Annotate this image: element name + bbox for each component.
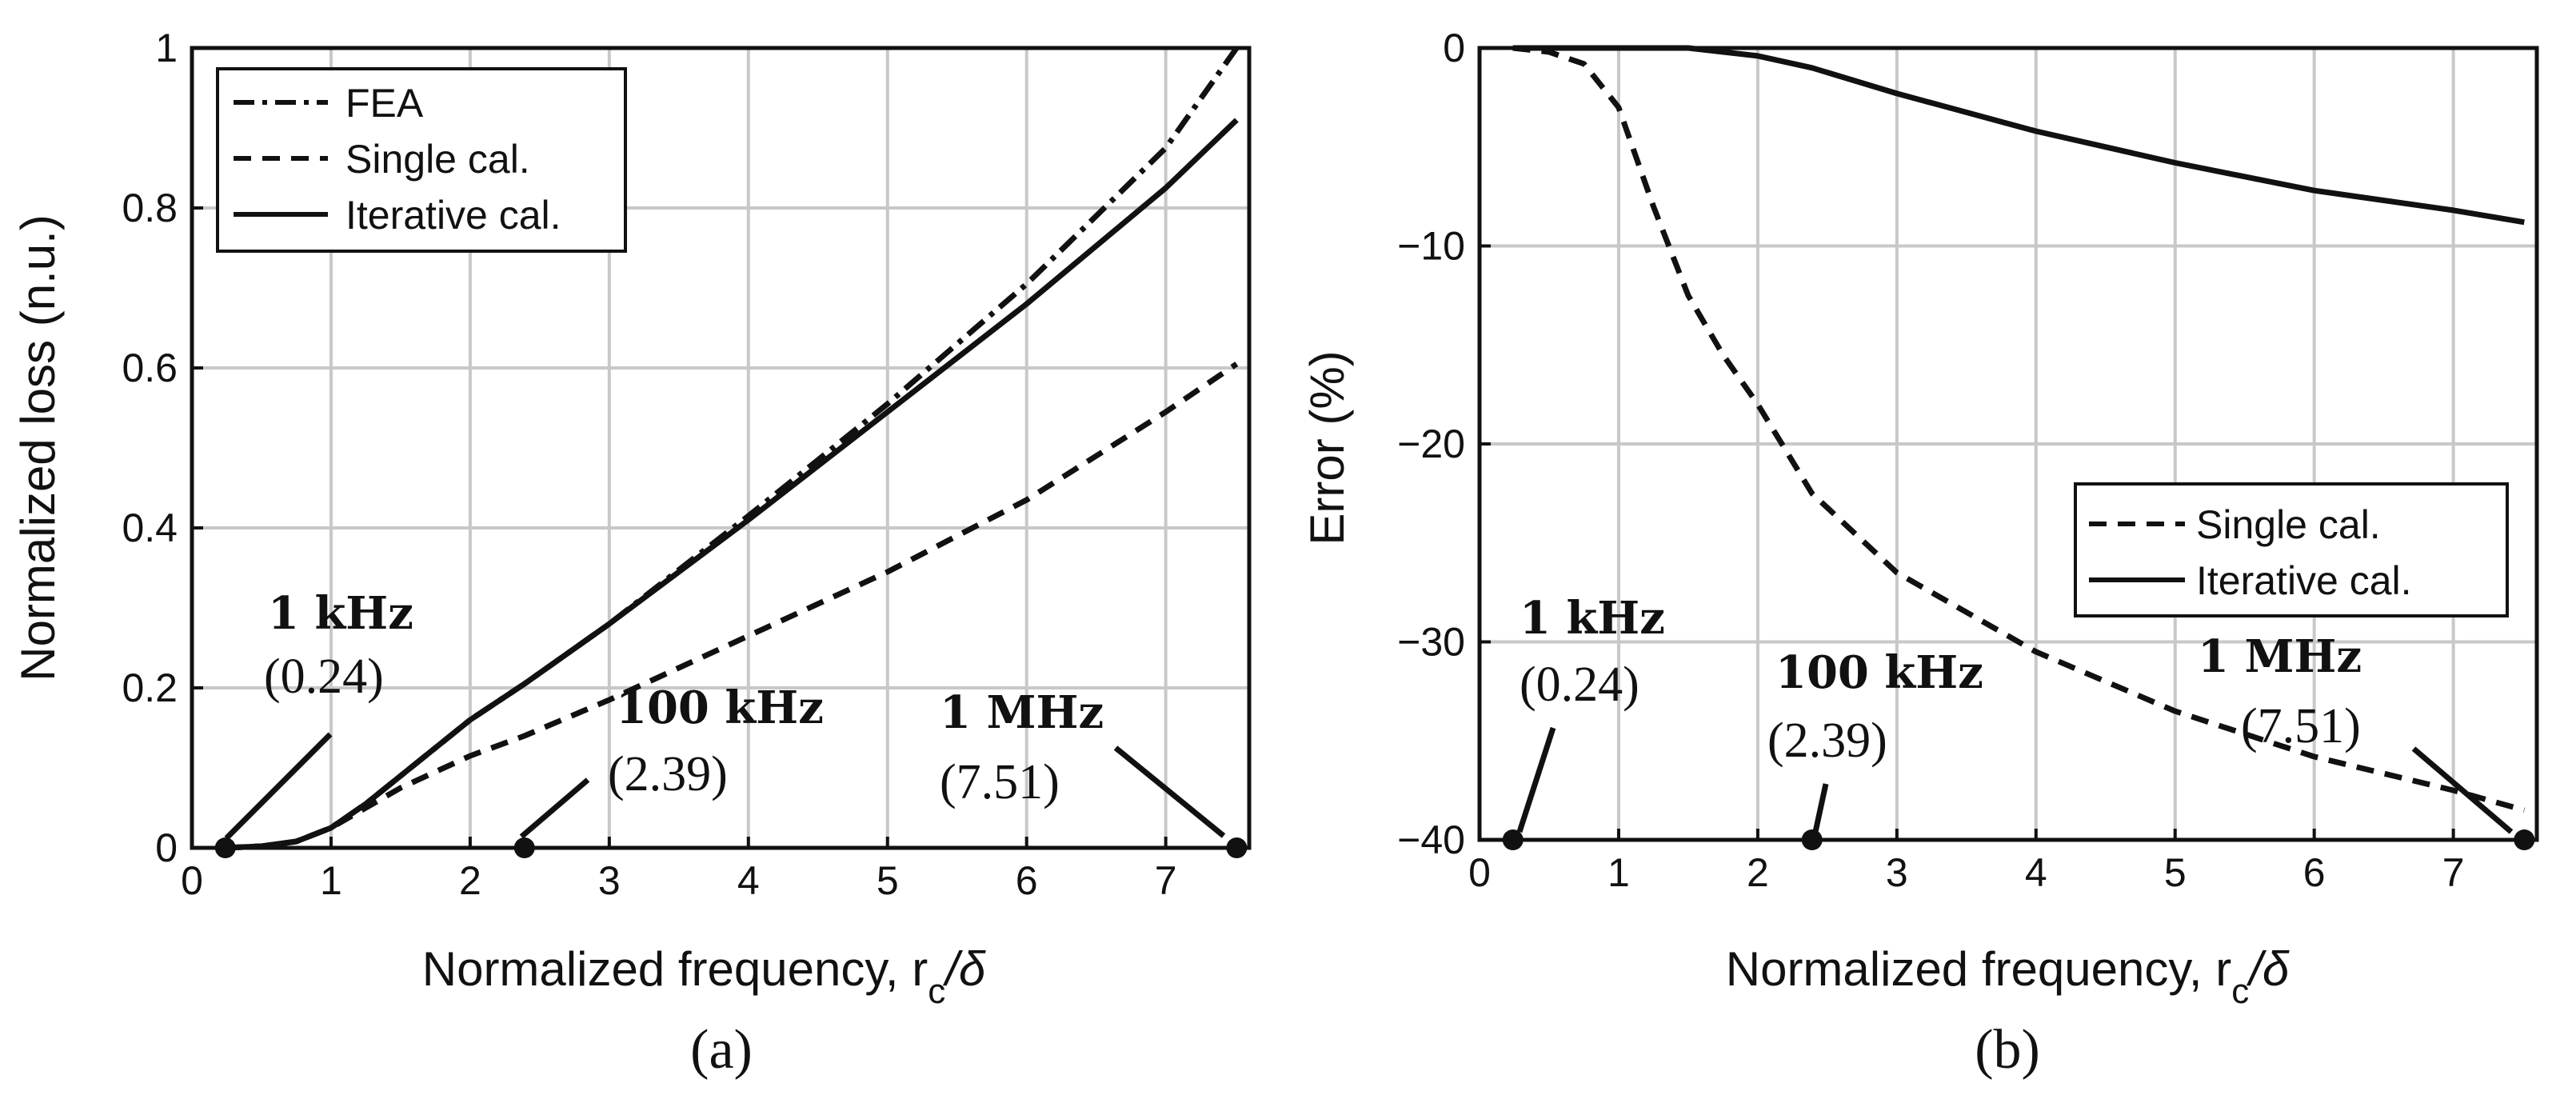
y-tick-label: −30 xyxy=(1397,620,1465,665)
series-group-b xyxy=(1512,45,2526,813)
legend-b: Single cal. Iterative cal. xyxy=(2074,482,2509,617)
y-axis-label-a: Normalized loss (n.u.) xyxy=(11,214,65,681)
x-tick-label: 5 xyxy=(877,858,899,903)
x-tick-label: 7 xyxy=(2442,850,2465,895)
y-tick-label: 0.8 xyxy=(122,186,178,230)
x-tick-label: 5 xyxy=(2164,850,2187,895)
annotation-pointer-1khz-a xyxy=(224,732,333,841)
x-axis-label-sub-a: c xyxy=(928,972,945,1011)
x-axis-label-sub-b: c xyxy=(2231,972,2249,1011)
frequency-marker-point xyxy=(513,837,535,858)
series-line-single-cal xyxy=(1512,45,2526,813)
series-group-a xyxy=(225,46,1240,851)
annotation-pointer-1mhz-b xyxy=(2411,746,2514,834)
panel-a: 0 1 2 3 4 5 6 7 0 0.2 0.4 0.6 0.8 1 Normalized loss (… xyxy=(11,26,1252,1081)
y-tick-label: −40 xyxy=(1397,817,1465,862)
annotation-value-1khz-b: (0.24) xyxy=(1520,657,1639,712)
legend-label-fea: FEA xyxy=(345,81,424,126)
x-tick-label: 6 xyxy=(2303,850,2326,895)
legend-label-iterative-a: Iterative cal. xyxy=(345,193,561,238)
y-tick-label: −10 xyxy=(1397,224,1465,269)
legend-label-single-b: Single cal. xyxy=(2196,502,2381,547)
x-tick-label: 7 xyxy=(1155,858,1177,903)
legend-label-single-a: Single cal. xyxy=(345,137,530,182)
frequency-marker-point xyxy=(1801,829,1823,850)
x-tick-label: 3 xyxy=(598,858,621,903)
annotation-pointer-1mhz-a xyxy=(1113,745,1226,838)
annotation-value-1khz-a: (0.24) xyxy=(264,649,384,704)
legend-box-a xyxy=(216,67,627,253)
x-tick-label: 1 xyxy=(1608,850,1630,895)
y-tick-label: 0.6 xyxy=(122,346,178,390)
x-tick-label: 4 xyxy=(737,858,760,903)
annotation-label-1mhz-b: 1 MHz xyxy=(2198,630,2362,683)
annotation-pointer-100khz-a xyxy=(519,777,590,839)
annotations-b: 1 kHz (0.24) 100 kHz (2.39) 1 MHz (7.51) xyxy=(1516,592,2514,834)
x-axis-label-a: Normalized frequency, rc/δ xyxy=(422,942,986,1011)
x-tick-label: 4 xyxy=(2025,850,2047,895)
annotation-label-1khz-a: 1 kHz xyxy=(268,587,413,640)
annotation-label-100khz-b: 100 kHz xyxy=(1775,646,1983,699)
series-line-single-cal xyxy=(225,362,1239,851)
y-tick-label: 0 xyxy=(1443,26,1465,70)
x-axis-label-tail-b: /δ xyxy=(2246,942,2290,996)
x-tick-label: 6 xyxy=(1016,858,1038,903)
x-tick-label: 3 xyxy=(1886,850,1908,895)
series-line-iterative-cal xyxy=(225,118,1239,851)
x-axis-label-tail-a: /δ xyxy=(942,942,986,996)
annotation-value-100khz-a: (2.39) xyxy=(608,747,728,801)
y-tick-label: −20 xyxy=(1397,422,1465,466)
x-tick-label: 0 xyxy=(181,858,203,903)
panel-b: 0 1 2 3 4 5 6 7 0 −10 −20 −30 −40 Error (%) Normaliz… xyxy=(1300,26,2539,1081)
x-axis-label-main-b: Normalized frequency, r xyxy=(1726,942,2231,996)
grid-b xyxy=(1480,48,2537,840)
annotation-label-1khz-b: 1 kHz xyxy=(1520,592,1665,645)
tick-labels-a: 0 1 2 3 4 5 6 7 0 0.2 0.4 0.6 0.8 1 xyxy=(122,26,1176,903)
annotations-a: 1 kHz (0.24) 100 kHz (2.39) 1 MHz (7.51) xyxy=(224,587,1226,841)
legend-a: FEA Single cal. Iterative cal. xyxy=(216,67,627,253)
y-tick-label: 0.4 xyxy=(122,506,178,550)
tick-labels-b: 0 1 2 3 4 5 6 7 0 −10 −20 −30 −40 xyxy=(1397,26,2464,895)
frequency-marker-point xyxy=(2514,829,2535,850)
x-axis-label-b: Normalized frequency, rc/δ xyxy=(1726,942,2290,1011)
plot-frame-a xyxy=(190,46,1252,850)
y-axis-label-b: Error (%) xyxy=(1300,350,1354,545)
markers-a xyxy=(214,837,1248,858)
panel-caption-a: (a) xyxy=(690,1019,753,1081)
x-tick-label: 2 xyxy=(1747,850,1769,895)
markers-b xyxy=(1502,829,2535,850)
legend-box-b xyxy=(2074,482,2509,617)
series-line-iterative-cal xyxy=(1512,45,2525,226)
annotation-value-1mhz-b: (7.51) xyxy=(2241,699,2361,753)
frequency-marker-point xyxy=(1502,829,1524,850)
y-tick-label: 0.2 xyxy=(122,665,178,710)
panel-caption-b: (b) xyxy=(1975,1019,2040,1081)
annotation-pointer-100khz-b xyxy=(1812,783,1829,833)
annotation-value-1mhz-a: (7.51) xyxy=(940,755,1060,809)
x-tick-label: 2 xyxy=(459,858,481,903)
x-axis-label-main-a: Normalized frequency, r xyxy=(422,942,928,996)
x-tick-label: 1 xyxy=(320,858,342,903)
x-tick-label: 0 xyxy=(1468,850,1491,895)
frequency-marker-point xyxy=(214,837,236,858)
y-tick-label: 1 xyxy=(155,26,178,70)
annotation-label-100khz-a: 100 kHz xyxy=(616,681,824,734)
frequency-marker-point xyxy=(1226,837,1248,858)
y-tick-label: 0 xyxy=(155,825,178,870)
series-line-fea xyxy=(225,46,1240,851)
legend-label-iterative-b: Iterative cal. xyxy=(2196,558,2412,603)
annotation-pointer-1khz-b xyxy=(1516,726,1556,833)
annotation-value-100khz-b: (2.39) xyxy=(1767,713,1887,768)
annotation-label-1mhz-a: 1 MHz xyxy=(940,686,1104,739)
